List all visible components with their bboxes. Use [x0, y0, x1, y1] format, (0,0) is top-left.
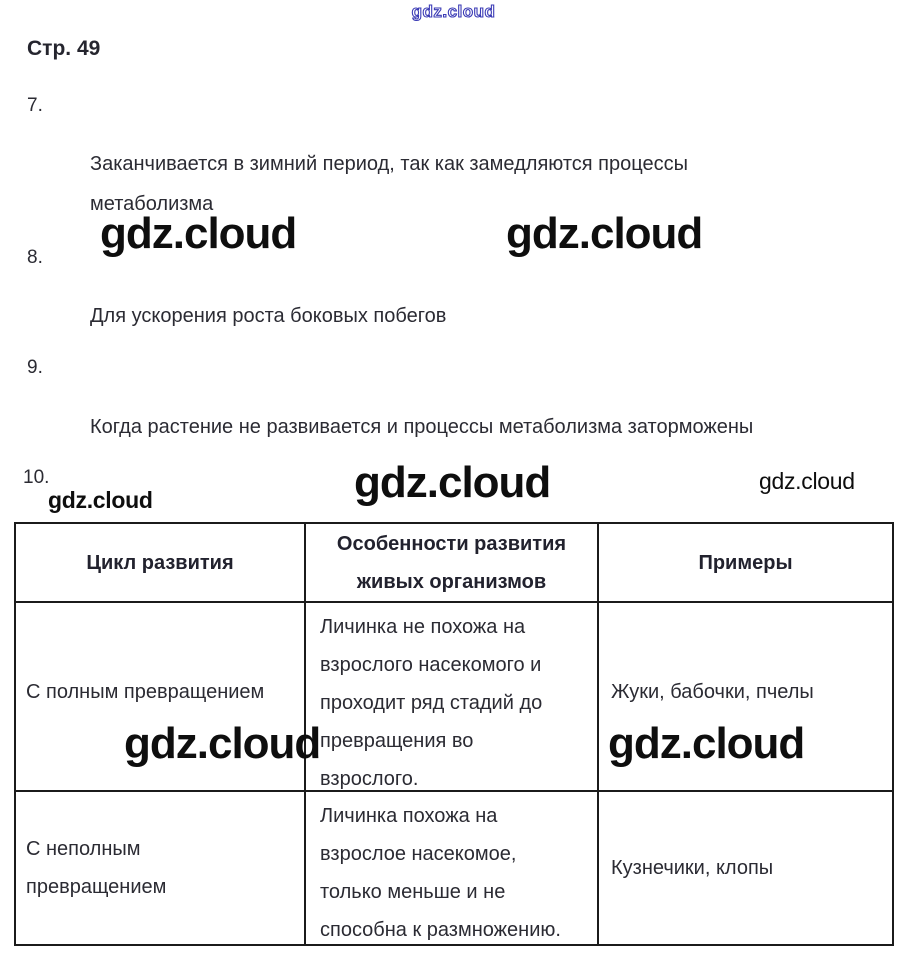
brand-watermark-right: gdz.cloud — [759, 468, 855, 494]
table-header-cycle: Цикл развития — [16, 524, 306, 603]
table-row1-features: Личинка не похожа на взрослого насекомог… — [306, 603, 599, 792]
answer-text-8: Для ускорения роста боковых побегов — [90, 305, 447, 327]
brand-watermark-table-left: gdz.cloud — [124, 719, 321, 768]
table-row2-features: Личинка похожа на взрослое насекомое, то… — [306, 792, 599, 944]
brand-watermark-small-left: gdz.cloud — [48, 487, 153, 513]
table-row1-cycle: С полным превращением — [16, 603, 306, 792]
answer-number-7: 7. — [27, 95, 43, 116]
answer-text-7: Заканчивается в зимний период, так как з… — [90, 153, 688, 215]
brand-watermark-large-2: gdz.cloud — [506, 209, 703, 258]
answer-text-9: Когда растение не развивается и процессы… — [90, 416, 754, 438]
brand-watermark-table-right: gdz.cloud — [608, 719, 805, 768]
answer-number-8: 8. — [27, 247, 43, 268]
answer-number-9: 9. — [27, 357, 43, 378]
brand-watermark-top: gdz.cloud — [411, 1, 496, 21]
answer-number-10: 10. — [23, 467, 50, 488]
development-cycles-table: Цикл развития Особенности развития живых… — [14, 522, 894, 946]
table-header-features: Особенности развития живых организмов — [306, 524, 599, 603]
page-heading: Стр. 49 — [27, 37, 101, 60]
brand-watermark-large-center: gdz.cloud — [354, 458, 551, 507]
brand-watermark-large-1: gdz.cloud — [100, 209, 297, 258]
table-row1-examples: Жуки, бабочки, пчелы — [599, 603, 892, 792]
table-row2-cycle: С неполным превращением — [16, 792, 306, 944]
table-header-examples: Примеры — [599, 524, 892, 603]
table-row2-examples: Кузнечики, клопы — [611, 857, 774, 879]
